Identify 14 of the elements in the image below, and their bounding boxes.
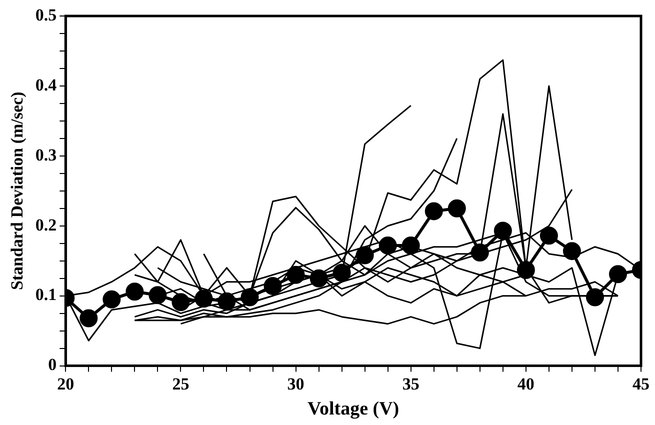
- x-axis-title: Voltage (V): [307, 398, 400, 420]
- x-tick-label: 45: [632, 374, 650, 394]
- y-tick-label: 0.4: [35, 75, 58, 94]
- y-axis-title: Standard Deviation (m/sec): [8, 92, 27, 290]
- y-tick-label: 0.1: [35, 285, 57, 304]
- x-tick-label: 30: [287, 374, 304, 394]
- y-tick-label: 0.3: [35, 145, 57, 164]
- x-tick-label: 35: [402, 374, 420, 394]
- x-tick-label: 40: [517, 374, 534, 394]
- x-tick-label: 25: [172, 374, 190, 394]
- y-tick-label: 0.2: [35, 215, 57, 234]
- y-tick-label: 0: [48, 355, 57, 374]
- x-tick-label: 20: [57, 374, 74, 394]
- y-tick-label: 0.5: [35, 5, 57, 24]
